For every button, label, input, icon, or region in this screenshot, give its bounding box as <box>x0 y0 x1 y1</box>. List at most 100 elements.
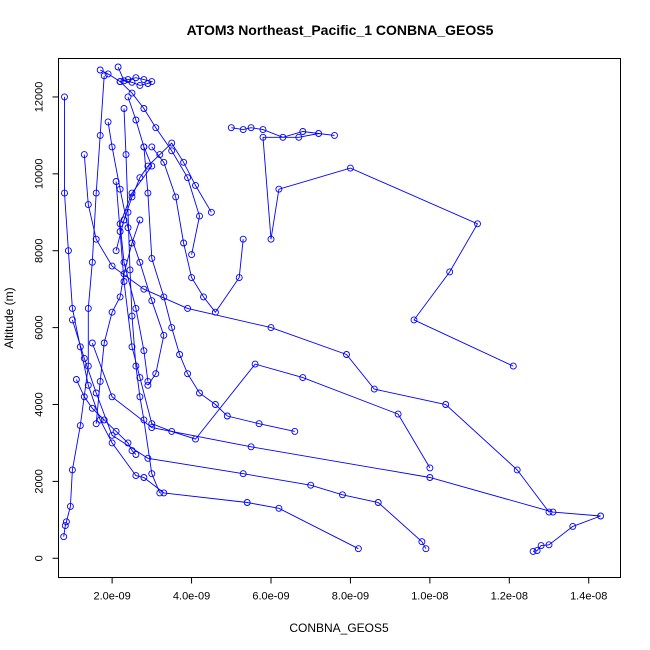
series-line <box>143 146 295 432</box>
data-point <box>144 80 152 87</box>
y-tick-label: 6000 <box>34 315 46 339</box>
data-point <box>275 185 283 193</box>
data-point <box>124 93 132 101</box>
data-point <box>128 239 136 247</box>
data-point <box>60 533 68 541</box>
data-point <box>76 422 84 430</box>
data-point <box>474 220 481 228</box>
data-point <box>132 74 140 82</box>
data-point <box>295 133 303 141</box>
data-point <box>108 143 116 151</box>
data-point <box>128 312 136 320</box>
data-point <box>549 508 557 516</box>
plot-frame <box>58 58 621 578</box>
series-line <box>100 69 200 255</box>
x-tick-label: 8.0e-09 <box>332 591 369 603</box>
data-point <box>267 235 275 243</box>
data-point <box>211 308 219 316</box>
data-point <box>144 162 152 170</box>
data-point <box>410 316 418 324</box>
data-point <box>207 208 215 216</box>
data-point <box>140 105 148 112</box>
data-point <box>144 381 152 389</box>
data-point <box>299 128 307 135</box>
data-point <box>196 389 203 397</box>
data-point <box>126 266 134 274</box>
data-point <box>140 347 148 355</box>
x-tick-label: 6.0e-09 <box>252 591 289 603</box>
series-line <box>83 154 550 513</box>
data-point <box>148 78 156 86</box>
data-point <box>315 130 323 137</box>
data-point <box>88 258 96 266</box>
data-point <box>176 351 184 358</box>
data-point <box>188 251 196 259</box>
data-point <box>132 451 140 458</box>
data-point <box>227 124 235 132</box>
data-point <box>104 118 112 126</box>
data-point <box>200 293 207 301</box>
series-line <box>115 181 431 469</box>
data-point <box>61 93 68 101</box>
data-point <box>259 133 267 141</box>
data-point <box>196 212 203 220</box>
data-point <box>116 293 124 301</box>
x-tick-label: 1.0e-08 <box>411 591 448 603</box>
data-point <box>128 343 136 351</box>
data-point <box>80 393 88 401</box>
series-line <box>64 96 359 550</box>
data-point <box>422 545 430 553</box>
data-point <box>235 274 243 282</box>
y-tick-label: 4000 <box>34 392 46 416</box>
data-point <box>243 499 251 506</box>
data-point <box>374 499 382 506</box>
data-point <box>61 189 68 197</box>
series-line <box>75 379 137 455</box>
data-point <box>251 360 259 368</box>
chart-title: ATOM3 Northeast_Pacific_1 CONBNA_GEOS5 <box>187 22 494 38</box>
data-point <box>92 420 100 428</box>
data-point <box>279 133 287 141</box>
plot-area <box>60 63 605 555</box>
data-point <box>104 70 112 78</box>
series-line <box>117 66 154 86</box>
data-point <box>132 362 140 370</box>
data-point <box>168 427 176 435</box>
series-line <box>95 219 141 424</box>
data-point <box>184 304 192 312</box>
data-point <box>168 147 176 155</box>
data-point <box>545 508 553 516</box>
data-point <box>291 427 299 435</box>
data-point <box>140 474 148 481</box>
data-point <box>426 464 434 472</box>
data-point <box>168 324 176 332</box>
data-point <box>299 374 307 382</box>
data-point <box>255 420 263 428</box>
data-point <box>156 489 164 497</box>
data-point <box>160 293 168 301</box>
data-point <box>180 158 188 166</box>
data-point <box>124 439 132 447</box>
data-point <box>239 126 247 134</box>
data-point <box>80 151 88 159</box>
data-point <box>122 151 130 159</box>
x-axis: 2.0e-09 4.0e-09 6.0e-09 8.0e-09 1.0e-08 1.2e-… <box>93 577 607 603</box>
data-point <box>152 370 160 378</box>
data-point <box>132 304 140 312</box>
data-point <box>239 235 247 243</box>
data-point <box>72 376 80 383</box>
data-point <box>84 362 92 370</box>
data-point <box>100 339 108 347</box>
y-axis: 0 2000 4000 6000 8000 10000 12000 <box>34 82 59 561</box>
data-point <box>136 216 144 224</box>
data-point <box>597 512 605 520</box>
series-line <box>91 342 601 552</box>
y-tick-label: 10000 <box>34 159 46 190</box>
data-point <box>96 66 104 74</box>
y-axis-label: Altitude (m) <box>2 287 16 348</box>
data-point <box>168 139 176 147</box>
x-tick-label: 4.0e-09 <box>173 591 210 603</box>
data-point <box>132 116 140 124</box>
data-point <box>192 435 199 443</box>
data-point <box>394 410 402 418</box>
